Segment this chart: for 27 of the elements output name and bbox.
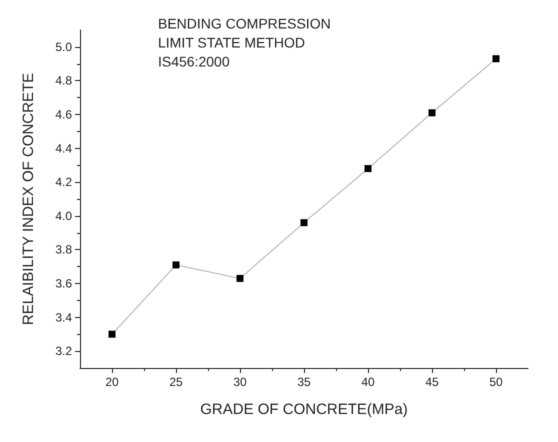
x-tick-label: 20 — [105, 375, 119, 389]
x-tick-label: 35 — [297, 375, 311, 389]
y-tick-label: 3.8 — [55, 242, 72, 257]
y-tick-label: 3.4 — [55, 310, 72, 324]
x-tick-label: 30 — [233, 375, 247, 389]
point — [428, 109, 436, 116]
y-tick-label: 4.8 — [55, 74, 72, 88]
x-axis-title: GRADE OF CONCRETE(MPa) — [200, 401, 408, 418]
y-tick-label: 4.2 — [55, 175, 72, 190]
point — [364, 165, 372, 172]
x-tick-label: 40 — [361, 375, 375, 389]
x-tick-label: 45 — [425, 375, 439, 389]
x-tick-label: 50 — [489, 375, 503, 389]
annotation: BENDING COMPRESSION LIMIT STATE METHOD IS456:2000 — [158, 16, 331, 70]
y-axis-title: RELAIBILITY INDEX OF CONCRETE — [20, 72, 37, 326]
point — [172, 261, 180, 268]
point — [492, 55, 500, 62]
y-tick-label: 4.6 — [55, 108, 72, 122]
point — [236, 274, 244, 282]
x-tick-label: 25 — [169, 375, 183, 389]
point — [300, 219, 308, 226]
y-tick-label: 5.0 — [55, 40, 72, 54]
y-tick-label: 3.6 — [55, 276, 72, 290]
y-tick-label: 3.2 — [55, 344, 72, 358]
y-tick-label: 4.0 — [55, 208, 72, 223]
y-tick-label: 4.4 — [55, 141, 72, 156]
point — [108, 330, 116, 338]
